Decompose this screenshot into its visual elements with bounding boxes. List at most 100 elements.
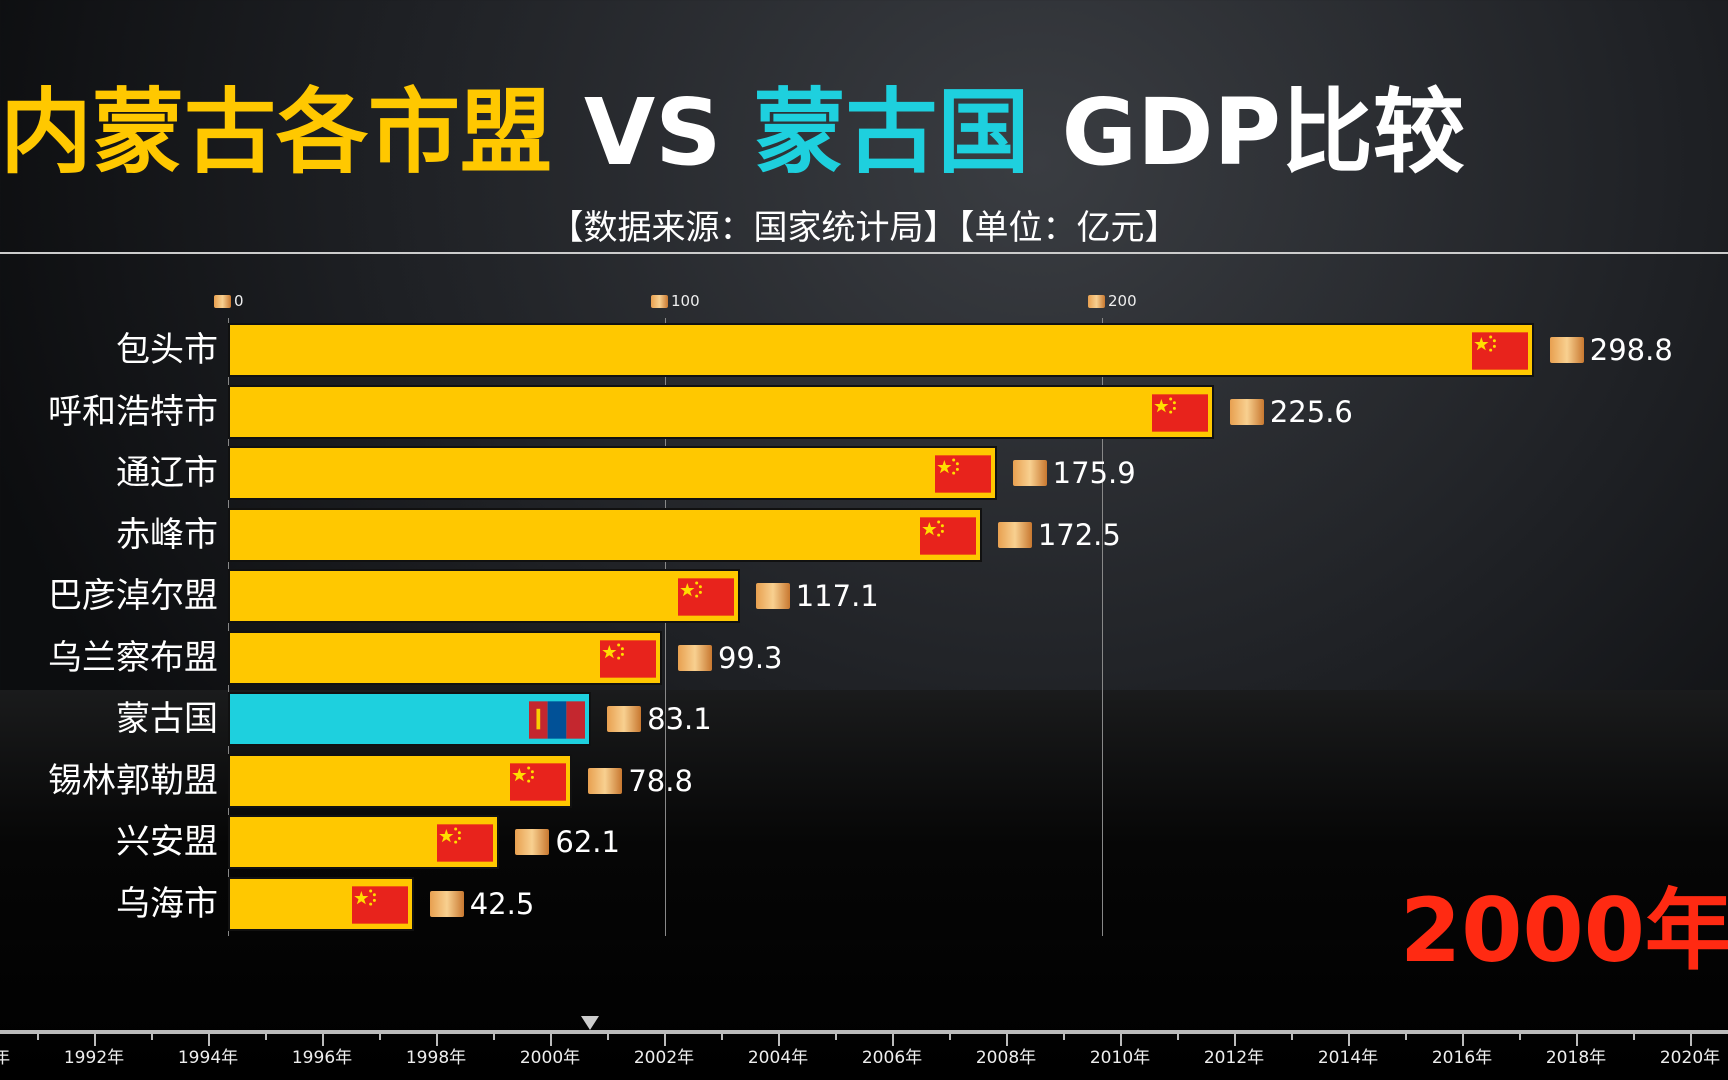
money-icon [1229,398,1264,425]
title-part1: 内蒙古各市盟 [0,79,553,186]
bar [228,384,1214,439]
bar [228,507,982,562]
year-label[interactable]: 2020年 [1659,1048,1721,1068]
year-label[interactable]: 1990年 [0,1048,11,1068]
minor-tick [835,1034,837,1040]
china-flag-icon [510,762,567,801]
subtitle: 【数据来源：国家统计局】【单位：亿元】 [549,208,1179,248]
money-icon [1012,460,1047,486]
value-label: 172.5 [997,508,1121,562]
title-part4: GDP比较 [1061,79,1465,186]
minor-tick [607,1034,609,1040]
minor-tick [1063,1034,1065,1040]
minor-tick [721,1034,723,1040]
minor-tick [1291,1034,1293,1040]
bar-row: 赤峰市 172.5 [0,507,1728,562]
x-tick-label: 200 [1088,292,1137,310]
bar [228,630,662,685]
bar [228,323,1534,377]
value-label: 175.9 [1012,446,1136,500]
year-tick [1576,1034,1578,1046]
title-part3: 蒙古国 [753,79,1030,186]
bar-row: 呼和浩特市 225.6 [0,384,1728,439]
value-text: 62.1 [555,825,620,859]
chart-title: 内蒙古各市盟 VS 蒙古国 GDP比较 [0,58,1465,191]
bar-row: 通辽市 175.9 [0,446,1728,500]
year-tick [94,1034,96,1046]
money-icon [651,294,668,308]
bar [228,569,740,623]
year-tick [208,1034,210,1046]
value-label: 298.8 [1549,323,1673,377]
value-label: 78.8 [588,754,693,808]
value-text: 99.3 [717,640,783,675]
year-tick [892,1034,894,1046]
year-label[interactable]: 2004年 [747,1048,809,1068]
money-icon [429,890,464,917]
value-label: 42.5 [429,877,534,931]
category-label: 兴安盟 [116,822,218,862]
year-label[interactable]: 2002年 [633,1048,695,1068]
year-label[interactable]: 1996年 [291,1048,353,1068]
year-label[interactable]: 2018年 [1545,1048,1607,1068]
minor-tick [265,1034,267,1040]
money-icon [677,644,712,671]
year-label[interactable]: 2008年 [975,1048,1037,1068]
money-icon [214,294,231,308]
category-label: 呼和浩特市 [48,391,218,432]
value-label: 117.1 [755,569,879,623]
minor-tick [1405,1034,1407,1040]
bar-row: 巴彦淖尔盟 117.1 [0,569,1728,623]
year-label[interactable]: 1994年 [177,1048,239,1068]
bar-row: 蒙古国 83.1 [0,692,1728,746]
money-icon [1088,294,1105,308]
minor-tick [1177,1034,1179,1040]
bar-row: 包头市 298.8 [0,323,1728,377]
china-flag-icon [677,578,734,616]
value-label: 99.3 [677,631,783,685]
china-flag-icon [351,885,408,924]
divider [0,252,1728,254]
category-label: 蒙古国 [116,699,218,739]
year-tick [550,1034,552,1046]
mongolia-flag-icon [529,701,586,739]
year-label[interactable]: 2010年 [1089,1048,1151,1068]
year-label[interactable]: 2000年 [519,1048,581,1068]
x-tick-text: 100 [671,292,700,310]
value-text: 172.5 [1037,517,1121,552]
value-text: 117.1 [795,579,879,613]
year-label[interactable]: 1992年 [63,1048,125,1068]
category-label: 锡林郭勒盟 [48,760,218,801]
minor-tick [379,1034,381,1040]
bar-row: 乌兰察布盟 99.3 [0,630,1728,685]
year-tick [1690,1034,1692,1046]
x-tick-text: 0 [234,292,244,310]
value-text: 83.1 [647,702,712,736]
value-text: 225.6 [1269,394,1353,429]
timeline-marker[interactable] [580,1016,599,1030]
year-label[interactable]: 2016年 [1431,1048,1493,1068]
money-icon [515,829,550,855]
minor-tick [151,1034,153,1040]
year-label[interactable]: 2014年 [1317,1048,1379,1068]
value-text: 78.8 [628,763,693,798]
china-flag-icon [1151,393,1208,432]
value-label: 225.6 [1229,385,1353,439]
year-label[interactable]: 2006年 [861,1048,923,1068]
year-label[interactable]: 1998年 [405,1048,467,1068]
value-text: 175.9 [1052,456,1136,490]
year-label[interactable]: 2012年 [1203,1048,1265,1068]
current-year: 2000年 [1400,879,1728,982]
value-label: 83.1 [607,692,712,746]
category-label: 包头市 [116,330,218,370]
timeline-track[interactable] [0,1030,1728,1034]
year-tick [664,1034,666,1046]
category-label: 赤峰市 [116,514,218,555]
gridline [665,318,666,936]
title-vs: VS [584,79,722,186]
minor-tick [37,1034,39,1040]
china-flag-icon [1471,332,1528,370]
bar-row: 锡林郭勒盟 78.8 [0,753,1728,808]
gridline [228,318,229,936]
x-tick-label: 0 [214,292,244,310]
